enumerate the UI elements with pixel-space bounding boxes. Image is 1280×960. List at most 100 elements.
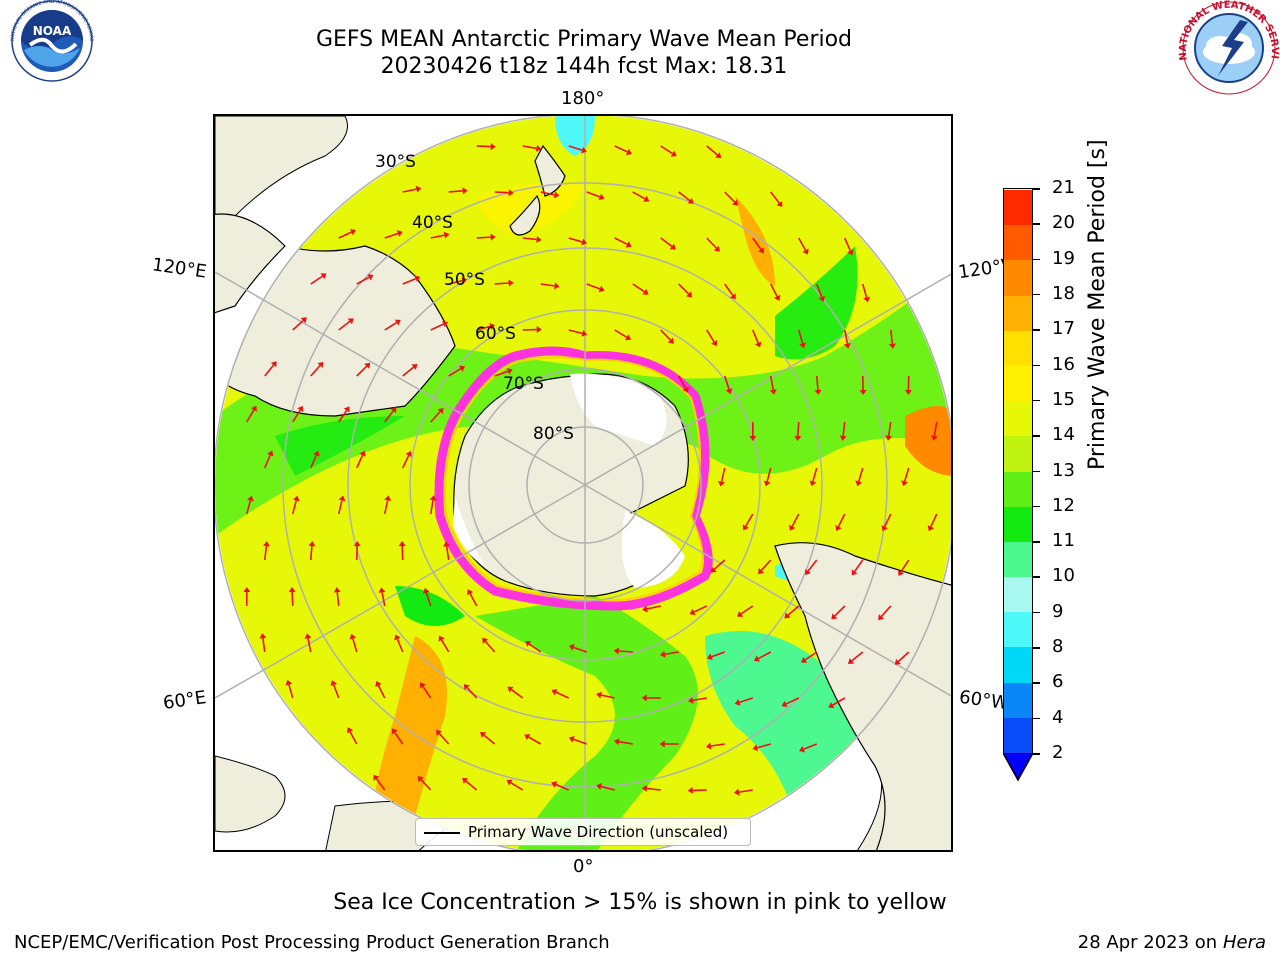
wave-arrow-head bbox=[682, 386, 689, 393]
wave-arrow-head bbox=[901, 480, 908, 487]
colorbar-tick bbox=[1033, 576, 1040, 578]
colorbar-segment bbox=[1004, 330, 1032, 366]
wave-arrow-shaft bbox=[448, 190, 463, 193]
wave-arrow-head bbox=[863, 296, 870, 303]
wave-arrow-shaft bbox=[420, 779, 432, 791]
colorbar-segment bbox=[1004, 435, 1032, 472]
wave-arrow-head bbox=[809, 480, 817, 487]
wave-arrow-head bbox=[878, 614, 885, 621]
lon-label-120e: 120°E bbox=[150, 254, 208, 283]
wave-arrow-shaft bbox=[466, 687, 478, 699]
wave-arrow-shaft bbox=[510, 689, 524, 699]
wave-arrow-shaft bbox=[555, 783, 570, 791]
wave-arrow-head bbox=[384, 495, 392, 502]
wave-arrow-shaft bbox=[555, 691, 570, 699]
footer-credit: NCEP/EMC/Verification Post Processing Pr… bbox=[14, 932, 610, 953]
wave-arrow-head bbox=[247, 495, 254, 502]
wave-arrow-head bbox=[415, 185, 422, 193]
wave-arrow-head bbox=[435, 729, 442, 736]
wave-arrow-shaft bbox=[752, 329, 759, 344]
wave-arrow-shaft bbox=[356, 276, 370, 285]
wave-arrow-shaft bbox=[710, 743, 725, 747]
colorbar-tick bbox=[1033, 364, 1040, 367]
wave-arrow-shaft bbox=[797, 329, 804, 344]
wave-arrow-shaft bbox=[834, 605, 846, 617]
wave-arrow-head bbox=[614, 738, 620, 746]
wave-arrow-head bbox=[729, 293, 736, 300]
wave-arrow-shaft bbox=[851, 651, 864, 662]
wave-arrow-shaft bbox=[528, 643, 542, 653]
wave-arrow-shaft bbox=[375, 778, 386, 791]
wave-arrow-shaft bbox=[897, 651, 910, 663]
wave-arrow-head bbox=[752, 744, 759, 752]
colorbar-tick-label: 15 bbox=[1052, 388, 1075, 410]
colorbar-tick bbox=[1033, 399, 1040, 402]
wave-arrow-head bbox=[349, 228, 356, 236]
wave-arrow-shaft bbox=[338, 320, 351, 331]
wave-arrow-shaft bbox=[678, 375, 687, 389]
colorbar-label: Primary Wave Mean Period [s] bbox=[1085, 139, 1110, 470]
wave-arrow-shaft bbox=[804, 651, 818, 661]
polar-map bbox=[215, 116, 951, 850]
sea-ice-note: Sea Ice Concentration > 15% is shown in … bbox=[333, 890, 947, 915]
colorbar-segment bbox=[1004, 611, 1032, 648]
wave-arrow-shaft bbox=[288, 684, 294, 699]
wave-arrow-shaft bbox=[310, 275, 323, 285]
wave-arrow-head bbox=[859, 389, 867, 395]
wave-arrow-shaft bbox=[445, 546, 450, 561]
wave-arrow-shaft bbox=[887, 421, 892, 436]
wave-arrow-shaft bbox=[933, 421, 938, 436]
wave-arrow-head bbox=[847, 658, 855, 664]
wave-arrow-shaft bbox=[494, 282, 509, 285]
wave-arrow-head bbox=[725, 388, 733, 395]
wave-arrow-head bbox=[507, 686, 514, 693]
wave-arrow-shaft bbox=[396, 638, 404, 653]
wave-arrow-shaft bbox=[476, 325, 491, 331]
wave-arrow-head bbox=[359, 450, 366, 457]
wave-arrow-head bbox=[441, 320, 448, 328]
wave-arrow-head bbox=[581, 146, 587, 154]
wave-arrow-shaft bbox=[646, 605, 661, 610]
wave-arrow-shaft bbox=[632, 283, 645, 293]
wave-arrow-shaft bbox=[383, 500, 389, 515]
wave-arrow-head bbox=[297, 405, 304, 413]
wave-arrow-shaft bbox=[381, 592, 386, 607]
wave-arrow-shaft bbox=[573, 738, 588, 745]
wave-arrow-shaft bbox=[815, 375, 819, 391]
wave-arrow-shaft bbox=[770, 191, 780, 204]
wave-arrow-shaft bbox=[900, 559, 910, 573]
colorbar-tick bbox=[1033, 435, 1040, 437]
colorbar-tick-label: 13 bbox=[1052, 459, 1075, 481]
wave-arrow-shaft bbox=[430, 323, 444, 331]
wave-arrow-head bbox=[508, 189, 514, 197]
wave-arrow-shaft bbox=[291, 500, 297, 515]
wave-arrow-head bbox=[330, 680, 338, 687]
wave-arrow-head bbox=[536, 235, 542, 243]
wave-arrow-head bbox=[292, 495, 300, 502]
wave-arrow-shaft bbox=[760, 559, 772, 571]
wave-arrow-head bbox=[843, 343, 851, 349]
wave-arrow-head bbox=[828, 702, 835, 709]
wave-arrow-shaft bbox=[618, 740, 633, 745]
wave-arrow-shaft bbox=[880, 605, 892, 617]
wave-arrow-head bbox=[855, 480, 863, 487]
footer-date: 28 Apr 2023 on Hera bbox=[1078, 932, 1266, 953]
wave-arrow-shaft bbox=[797, 421, 800, 437]
wave-arrow-head bbox=[814, 389, 822, 395]
wave-arrow-shaft bbox=[745, 513, 754, 527]
wave-arrow-head bbox=[686, 291, 693, 298]
colorbar-tick-label: 11 bbox=[1052, 530, 1075, 552]
wave-arrow-shaft bbox=[739, 697, 753, 704]
wave-arrow-head bbox=[367, 274, 374, 281]
wave-arrow-head bbox=[711, 340, 718, 347]
wave-arrow-shaft bbox=[469, 593, 478, 607]
wave-arrow-head bbox=[398, 541, 406, 547]
legend-line-swatch bbox=[424, 832, 460, 834]
wave-arrow-head bbox=[317, 361, 324, 368]
wave-arrow-head bbox=[625, 148, 632, 156]
wave-arrow-shaft bbox=[333, 684, 340, 699]
wave-arrow-head bbox=[373, 774, 380, 781]
wave-arrow-head bbox=[851, 569, 858, 576]
wave-arrow-shaft bbox=[843, 329, 849, 344]
wave-arrow-head bbox=[262, 541, 270, 547]
